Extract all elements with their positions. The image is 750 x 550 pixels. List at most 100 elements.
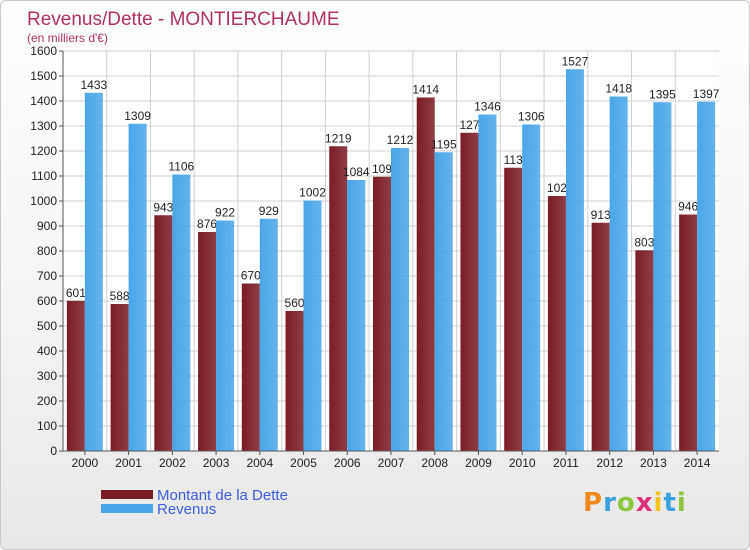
revenus-bar	[522, 124, 541, 451]
revenus-bar	[391, 148, 409, 451]
y-tick-label: 600	[37, 294, 57, 308]
y-tick-label: 1300	[30, 119, 57, 133]
revenus-bar	[347, 180, 366, 451]
revenus-bar	[172, 174, 191, 451]
y-tick-label: 900	[37, 219, 57, 233]
revenus-value-label: 929	[259, 204, 279, 218]
revenus-bar	[128, 123, 147, 451]
revenus-value-label: 1084	[343, 165, 370, 179]
logo-letter: i	[653, 488, 664, 518]
dette-value-label: 670	[241, 269, 261, 283]
y-tick-label: 300	[37, 369, 57, 383]
dette-bar	[460, 132, 479, 451]
x-tick-label: 2007	[378, 456, 405, 470]
revenus-bar	[84, 92, 103, 451]
y-tick-label: 700	[37, 269, 57, 283]
revenus-value-label: 922	[215, 206, 235, 220]
dette-bar	[198, 232, 217, 451]
dette-value-label: 601	[66, 286, 86, 300]
legend-swatch	[101, 490, 153, 499]
revenus-bar	[478, 114, 497, 451]
dette-bar	[285, 311, 304, 451]
y-tick-label: 800	[37, 244, 57, 258]
x-tick-label: 2000	[72, 456, 99, 470]
logo-letter: r	[603, 488, 617, 518]
dette-bar	[547, 196, 566, 451]
dette-value-label: 560	[285, 296, 305, 310]
dette-value-label: 109	[372, 162, 392, 176]
y-tick-label: 1200	[30, 144, 57, 158]
revenus-bar	[697, 101, 716, 451]
dette-bar	[504, 167, 523, 451]
revenus-value-label: 1395	[649, 87, 676, 101]
dette-bar	[679, 214, 698, 451]
dette-value-label: 102	[547, 181, 567, 195]
dette-bar	[329, 146, 348, 451]
logo-letter: o	[616, 488, 636, 518]
revenus-value-label: 1306	[518, 110, 545, 124]
dette-value-label: 946	[678, 200, 698, 214]
revenus-value-label: 1195	[431, 137, 457, 151]
y-tick-label: 100	[37, 419, 57, 433]
y-tick-label: 1000	[30, 194, 57, 208]
y-tick-label: 1400	[30, 94, 57, 108]
revenus-value-label: 1527	[562, 54, 589, 68]
revenus-bar	[653, 102, 672, 451]
x-tick-label: 2002	[159, 456, 186, 470]
dette-bar	[154, 215, 173, 451]
revenus-value-label: 1002	[299, 186, 326, 200]
revenus-bar	[609, 96, 628, 451]
logo-letter: P	[583, 488, 604, 518]
revenus-value-label: 1433	[81, 78, 108, 92]
x-tick-label: 2008	[421, 456, 448, 470]
y-tick-label: 500	[37, 319, 57, 333]
dette-value-label: 113	[504, 153, 523, 167]
revenus-bar	[216, 220, 235, 451]
revenus-bar	[434, 152, 453, 451]
dette-bar	[373, 176, 391, 451]
revenus-bar	[565, 69, 584, 451]
x-tick-label: 2010	[509, 456, 536, 470]
y-tick-label: 0	[50, 444, 57, 458]
x-tick-label: 2014	[684, 456, 711, 470]
revenus-value-label: 1346	[474, 100, 501, 114]
legend-label: Montant de la Dette	[157, 487, 288, 504]
x-tick-label: 2012	[596, 456, 623, 470]
dette-value-label: 1219	[325, 131, 352, 145]
y-tick-label: 400	[37, 344, 57, 358]
dette-value-label: 913	[591, 208, 611, 222]
x-tick-label: 2003	[203, 456, 230, 470]
logo-letter: x	[635, 488, 654, 518]
dette-bar	[241, 283, 260, 451]
dette-value-label: 1414	[412, 83, 439, 97]
revenus-value-label: 1309	[124, 109, 151, 123]
x-tick-label: 2001	[115, 456, 142, 470]
y-tick-label: 1100	[31, 169, 57, 183]
dette-bar	[110, 304, 129, 451]
x-tick-label: 2005	[290, 456, 317, 470]
x-tick-label: 2013	[640, 456, 667, 470]
x-tick-label: 2011	[553, 456, 579, 470]
revenus-bar	[259, 218, 278, 451]
dette-bar	[66, 300, 85, 451]
revenus-bar	[303, 200, 322, 451]
dette-value-label: 127	[459, 118, 479, 132]
axis-layer: 0 100 200 300 400 500 600 700 800 900 1000 1100 1200…	[30, 44, 719, 470]
x-tick-label: 2004	[246, 456, 273, 470]
dette-value-label: 803	[634, 235, 654, 249]
legend-label: Revenus	[157, 501, 216, 518]
dette-bar	[635, 250, 654, 451]
revenus-value-label: 1397	[693, 87, 720, 101]
x-tick-label: 2006	[334, 456, 361, 470]
proxiti-logo: Proxiti	[583, 488, 687, 518]
x-tick-label: 2009	[465, 456, 492, 470]
legend-swatch	[101, 504, 153, 513]
chart-title: Revenus/Dette - MONTIERCHAUME	[27, 9, 340, 30]
y-tick-label: 200	[37, 394, 57, 408]
dette-bar	[591, 222, 610, 451]
logo-letter: i	[676, 488, 687, 518]
